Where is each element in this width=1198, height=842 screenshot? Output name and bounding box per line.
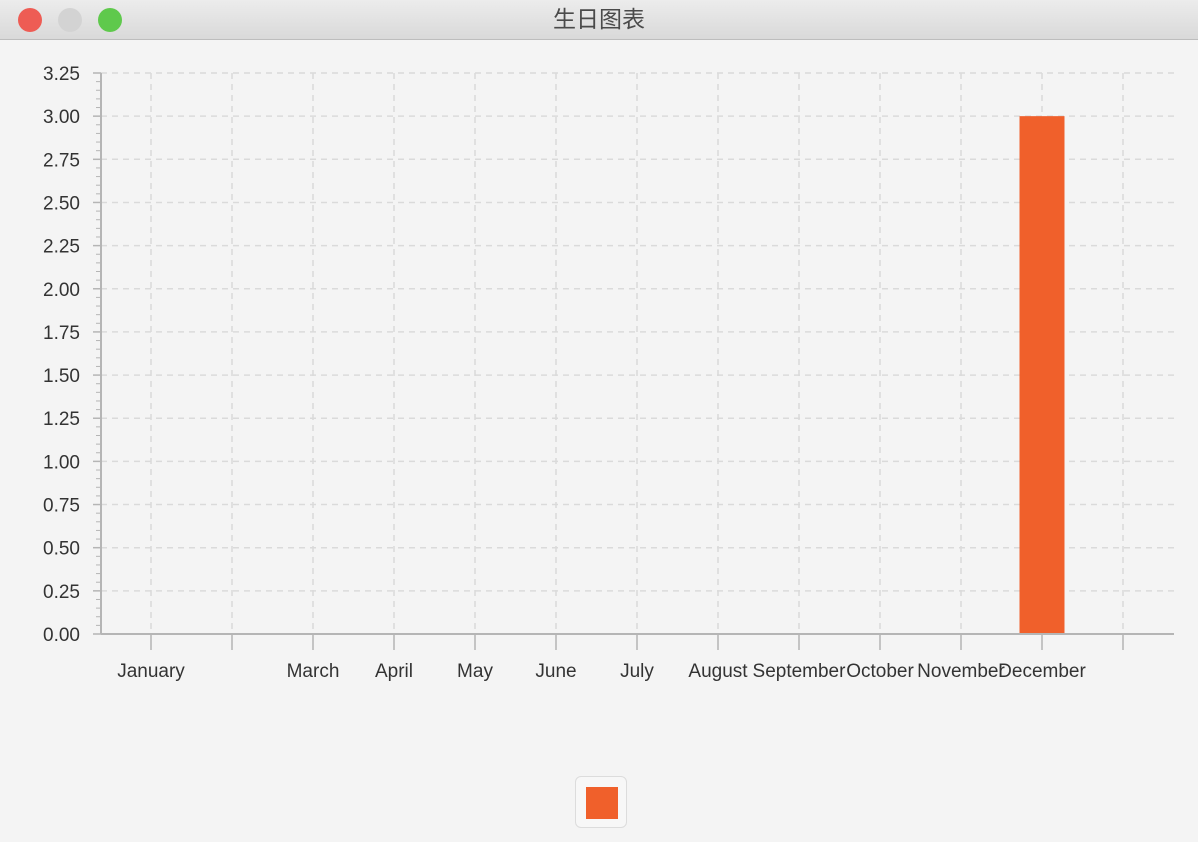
bar-chart: 0.00 0.25 0.50 0.75 1.00 1.25 1.50 1.75 2.00 2.25… xyxy=(43,64,1174,682)
x-tick-label: October xyxy=(846,661,914,682)
x-tick-label: July xyxy=(620,661,654,682)
x-tick-label: April xyxy=(375,661,413,682)
y-tick-label: 2.25 xyxy=(43,237,80,258)
maximize-window-button[interactable] xyxy=(98,8,122,32)
chart-content-area: 0.00 0.25 0.50 0.75 1.00 1.25 1.50 1.75 2.00 2.25… xyxy=(0,41,1198,842)
minimize-window-button[interactable] xyxy=(58,8,82,32)
x-tick-label: December xyxy=(998,661,1086,682)
window-title: 生日图表 xyxy=(553,7,645,33)
y-tick-label: 1.00 xyxy=(43,452,80,473)
y-tick-label: 1.50 xyxy=(43,366,80,387)
y-tick-label: 2.50 xyxy=(43,193,80,214)
x-axis-tick-labels: January March April May June July August Septem… xyxy=(117,661,1086,682)
y-tick-label: 0.25 xyxy=(43,582,80,603)
x-tick-label: August xyxy=(688,661,748,682)
y-axis-tick-labels: 0.00 0.25 0.50 0.75 1.00 1.25 1.50 1.75 2.00 2.25… xyxy=(43,64,80,646)
legend xyxy=(575,776,627,828)
x-tick-label: January xyxy=(117,661,185,682)
y-tick-label: 2.75 xyxy=(43,150,80,171)
y-tick-label: 1.25 xyxy=(43,409,80,430)
x-tick-label: May xyxy=(457,661,493,682)
y-tick-label: 0.00 xyxy=(43,625,80,646)
y-tick-label: 0.50 xyxy=(43,539,80,560)
x-tick-label: June xyxy=(535,661,576,682)
close-window-button[interactable] xyxy=(18,8,42,32)
bars xyxy=(1019,116,1065,634)
window-titlebar: 生日图表 xyxy=(0,0,1198,40)
axes xyxy=(93,72,1174,650)
y-tick-label: 3.25 xyxy=(43,64,80,85)
x-tick-label: November xyxy=(917,661,1005,682)
bar-december xyxy=(1019,116,1065,634)
y-tick-label: 0.75 xyxy=(43,496,80,517)
grid-lines xyxy=(101,72,1174,634)
legend-swatch xyxy=(586,787,618,819)
y-tick-label: 2.00 xyxy=(43,280,80,301)
y-tick-label: 3.00 xyxy=(43,107,80,128)
y-tick-label: 1.75 xyxy=(43,323,80,344)
x-tick-label: March xyxy=(287,661,340,682)
x-tick-label: September xyxy=(753,661,847,682)
